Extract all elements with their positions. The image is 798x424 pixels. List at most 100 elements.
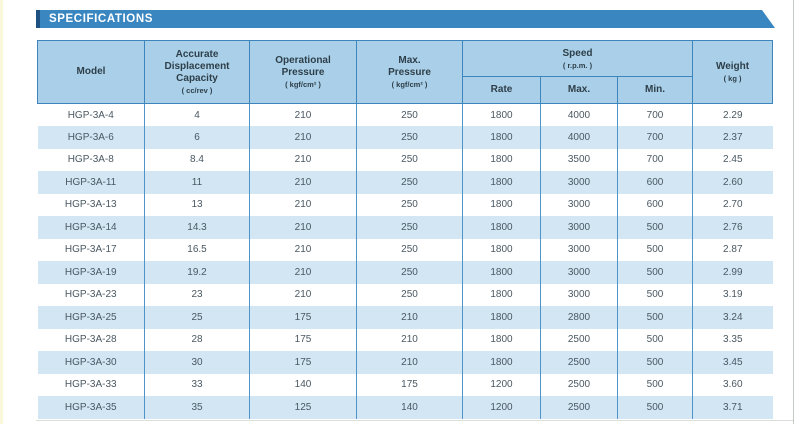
- value-cell: 175: [249, 328, 357, 351]
- value-cell: 2.76: [692, 216, 773, 239]
- value-cell: 140: [249, 373, 357, 396]
- value-cell: 250: [356, 171, 463, 194]
- value-cell: 250: [356, 148, 463, 171]
- value-cell: 175: [249, 351, 357, 374]
- value-cell: 1800: [462, 351, 541, 374]
- table-row: HGP-3A-13 13 210 250 1800 3000 600 2.70: [37, 193, 773, 216]
- model-cell: HGP-3A-13: [64, 199, 117, 211]
- value-cell: 1200: [462, 373, 541, 396]
- table-row: HGP-3A-33 33 140 175 1200 2500 500 3.60: [37, 373, 773, 396]
- value-cell: 250: [356, 216, 463, 239]
- model-cell: HGP-3A-8: [67, 154, 114, 166]
- value-cell: 210: [356, 351, 463, 374]
- value-cell: 4000: [540, 126, 618, 149]
- value-cell: 1800: [462, 261, 541, 284]
- value-cell: 2500: [540, 373, 618, 396]
- model-cell: HGP-3A-6: [67, 131, 114, 143]
- table-row: HGP-3A-28 28 175 210 1800 2500 500 3.35: [37, 328, 773, 351]
- table-row: HGP-3A-8 8.4 210 250 1800 3500 700 2.45: [37, 148, 773, 171]
- table-row: HGP-3A-11 11 210 250 1800 3000 600 2.60: [37, 171, 773, 194]
- value-cell: 140: [356, 396, 463, 419]
- value-cell: 250: [356, 193, 463, 216]
- table-row: HGP-3A-6 6 210 250 1800 4000 700 2.37: [37, 126, 773, 149]
- value-cell: 3.60: [692, 373, 773, 396]
- value-cell: 2800: [540, 306, 618, 329]
- header-speed-rate: Rate: [462, 76, 541, 104]
- value-cell: 2.87: [692, 238, 773, 261]
- value-cell: 3000: [540, 238, 618, 261]
- value-cell: 2.60: [692, 171, 773, 194]
- value-cell: 2.99: [692, 261, 773, 284]
- value-cell: 6: [144, 126, 250, 149]
- value-cell: 3.35: [692, 328, 773, 351]
- model-cell: HGP-3A-33: [64, 379, 117, 391]
- value-cell: 125: [249, 396, 357, 419]
- value-cell: 2500: [540, 396, 618, 419]
- value-cell: 3.45: [692, 351, 773, 374]
- value-cell: 2500: [540, 351, 618, 374]
- value-cell: 1800: [462, 216, 541, 239]
- table-row: HGP-3A-17 16.5 210 250 1800 3000 500 2.87: [37, 238, 773, 261]
- value-cell: 4: [144, 103, 250, 126]
- value-cell: 1200: [462, 396, 541, 419]
- table-header: Model Accurate Displacement Capacity ( c…: [37, 40, 774, 104]
- value-cell: 4000: [540, 103, 618, 126]
- value-cell: 500: [616, 396, 693, 419]
- value-cell: 700: [616, 126, 693, 149]
- value-cell: 500: [616, 238, 693, 261]
- model-cell: HGP-3A-25: [64, 311, 117, 323]
- page-left-margin-strip: [0, 0, 3, 424]
- value-cell: 1800: [462, 126, 541, 149]
- value-cell: 600: [616, 193, 693, 216]
- value-cell: 500: [616, 373, 693, 396]
- model-cell: HGP-3A-28: [64, 334, 117, 346]
- table-row: HGP-3A-4 4 210 250 1800 4000 700 2.29: [37, 103, 773, 126]
- value-cell: 210: [249, 103, 357, 126]
- page-bottom-border: [36, 420, 793, 421]
- value-cell: 250: [356, 126, 463, 149]
- value-cell: 250: [356, 238, 463, 261]
- value-cell: 500: [616, 351, 693, 374]
- value-cell: 28: [144, 328, 250, 351]
- value-cell: 500: [616, 283, 693, 306]
- value-cell: 250: [356, 103, 463, 126]
- value-cell: 210: [249, 148, 357, 171]
- model-cell: HGP-3A-35: [64, 401, 117, 413]
- header-weight: Weight ( kg ): [692, 40, 774, 104]
- value-cell: 250: [356, 283, 463, 306]
- model-cell: HGP-3A-23: [64, 289, 117, 301]
- header-displacement-capacity: Accurate Displacement Capacity ( cc/rev …: [144, 40, 250, 104]
- value-cell: 500: [616, 261, 693, 284]
- value-cell: 600: [616, 171, 693, 194]
- specifications-banner-title: SPECIFICATIONS: [49, 13, 154, 25]
- value-cell: 1800: [462, 328, 541, 351]
- value-cell: 3000: [540, 283, 618, 306]
- model-cell: HGP-3A-11: [65, 176, 117, 188]
- value-cell: 30: [144, 351, 250, 374]
- value-cell: 700: [616, 103, 693, 126]
- value-cell: 1800: [462, 148, 541, 171]
- value-cell: 2500: [540, 328, 618, 351]
- table-row: HGP-3A-35 35 125 140 1200 2500 500 3.71: [37, 396, 773, 419]
- value-cell: 250: [356, 261, 463, 284]
- specifications-table: Model Accurate Displacement Capacity ( c…: [37, 40, 774, 419]
- table-row: HGP-3A-23 23 210 250 1800 3000 500 3.19: [37, 283, 773, 306]
- value-cell: 1800: [462, 283, 541, 306]
- value-cell: 500: [616, 306, 693, 329]
- value-cell: 210: [249, 193, 357, 216]
- value-cell: 23: [144, 283, 250, 306]
- value-cell: 3000: [540, 171, 618, 194]
- value-cell: 11: [144, 171, 250, 194]
- value-cell: 210: [249, 126, 357, 149]
- value-cell: 16.5: [144, 238, 250, 261]
- value-cell: 175: [356, 373, 463, 396]
- value-cell: 175: [249, 306, 357, 329]
- value-cell: 3000: [540, 193, 618, 216]
- value-cell: 1800: [462, 171, 541, 194]
- value-cell: 3.71: [692, 396, 773, 419]
- value-cell: 210: [249, 261, 357, 284]
- model-cell: HGP-3A-14: [64, 221, 117, 233]
- model-cell: HGP-3A-19: [64, 266, 117, 278]
- value-cell: 1800: [462, 238, 541, 261]
